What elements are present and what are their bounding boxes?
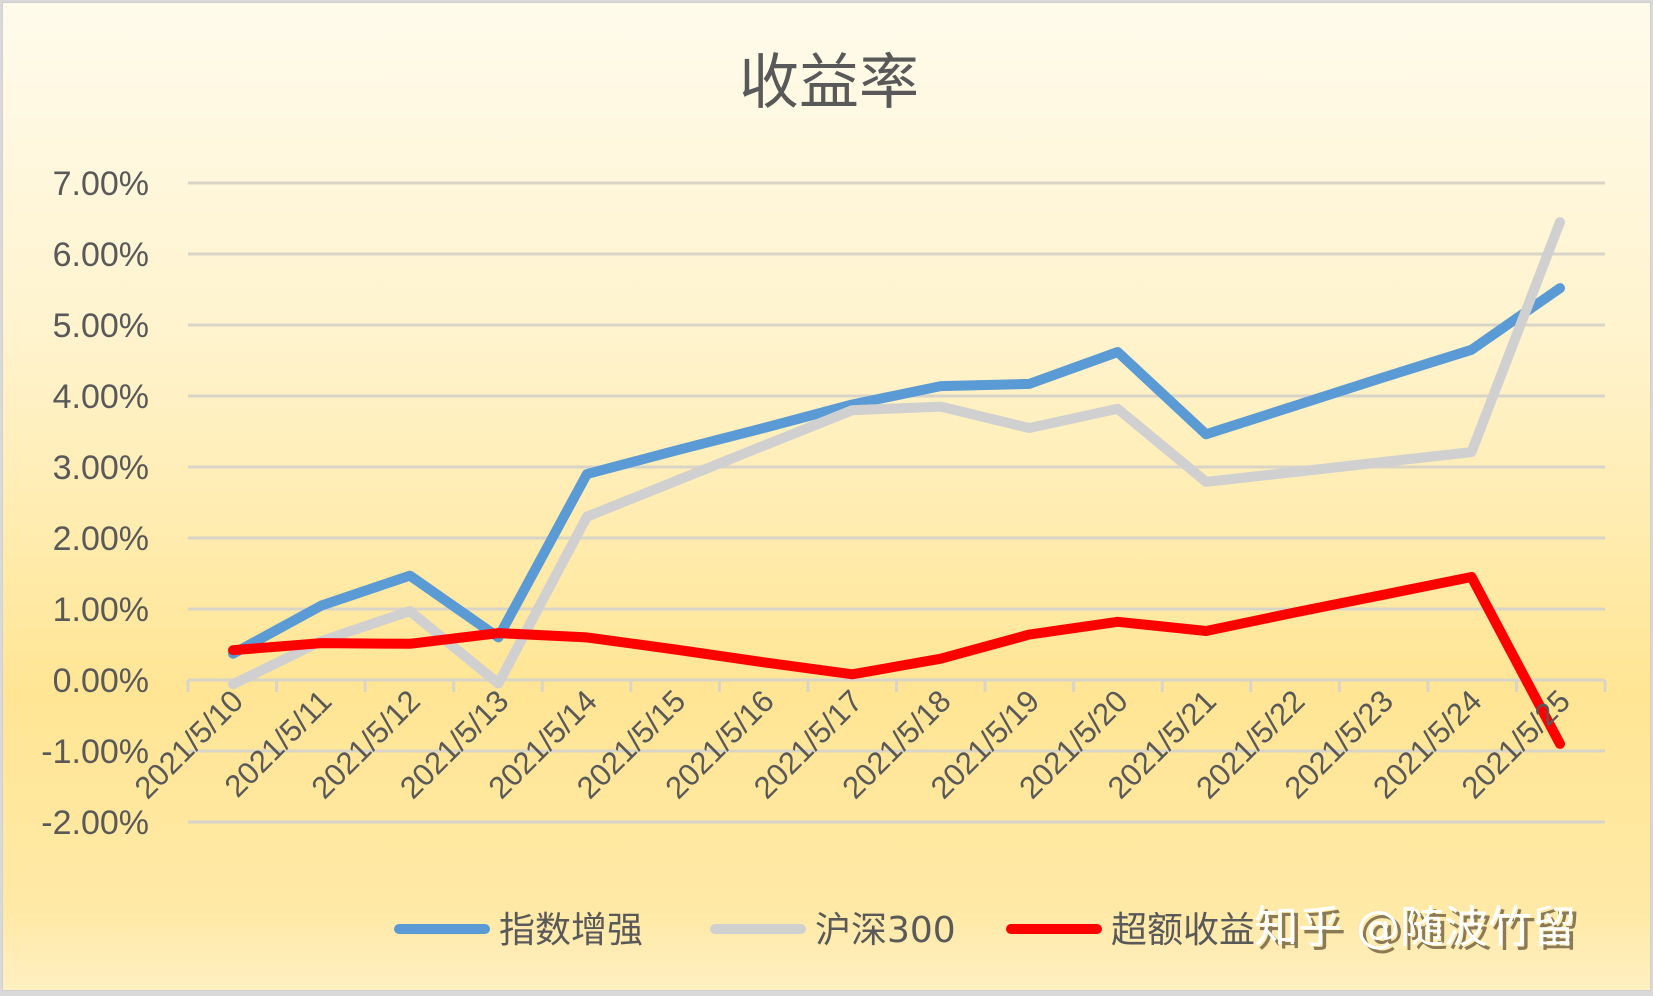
series-line — [228, 217, 1565, 690]
series-lines — [228, 217, 1565, 749]
y-tick-label: 0.00% — [53, 662, 149, 700]
watermark: 知乎 @随波竹留 知乎 @随波竹留 — [1254, 902, 1580, 957]
legend-item: 超额收益 — [1006, 910, 1255, 951]
x-axis — [186, 678, 1607, 692]
series-line — [228, 283, 1565, 659]
legend-item: 沪深300 — [710, 910, 956, 951]
y-tick-label: 1.00% — [53, 591, 149, 629]
x-axis-labels: 2021/5/102021/5/112021/5/122021/5/132021… — [128, 683, 1577, 805]
series-line — [228, 572, 1565, 749]
watermark-text: 知乎 @随波竹留 — [1254, 902, 1576, 953]
watermark-shadow: 知乎 @随波竹留 — [1258, 906, 1580, 957]
legend-label: 超额收益 — [1111, 910, 1255, 951]
y-tick-label: 7.00% — [53, 165, 149, 203]
y-tick-label: 6.00% — [53, 236, 149, 274]
y-tick-label: 5.00% — [53, 307, 149, 345]
line-chart: 收益率 7.00% 6.00% 5.00% 4.00% 3.00% 2.00% 1.00% 0… — [41, 48, 1607, 957]
y-tick-label: 4.00% — [53, 378, 149, 416]
y-tick-label: -2.00% — [41, 804, 149, 842]
gridlines — [188, 181, 1605, 824]
y-axis-labels: 7.00% 6.00% 5.00% 4.00% 3.00% 2.00% 1.00% 0.00%… — [41, 165, 149, 842]
y-tick-label: 2.00% — [53, 520, 149, 558]
legend-label: 指数增强 — [499, 910, 643, 951]
legend: 指数增强 沪深300 超额收益 — [394, 910, 1255, 951]
y-tick-label: -1.00% — [41, 733, 149, 771]
y-tick-label: 3.00% — [53, 449, 149, 487]
legend-item: 指数增强 — [394, 910, 643, 951]
legend-label: 沪深300 — [815, 910, 956, 951]
chart-title: 收益率 — [739, 48, 919, 118]
